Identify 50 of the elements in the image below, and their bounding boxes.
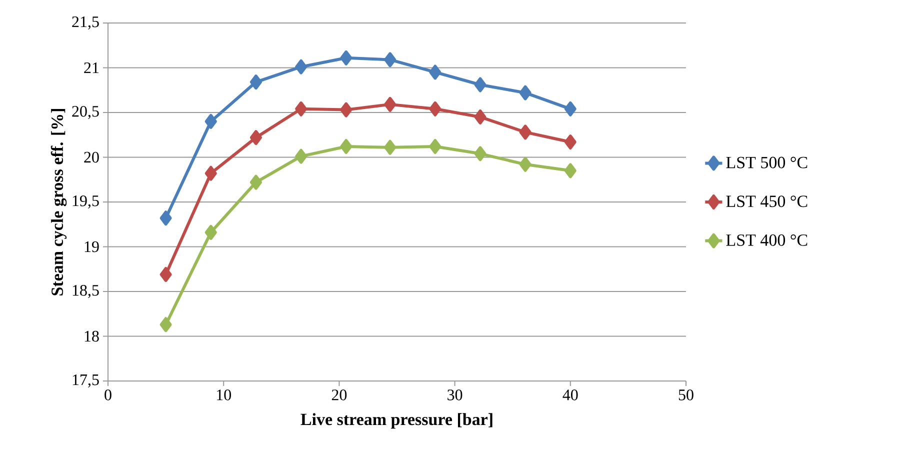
y-tick-label: 19 (84, 241, 99, 252)
y-tick-label: 19,5 (72, 195, 99, 209)
point (564, 163, 576, 178)
y-tick-label: 21 (84, 62, 99, 74)
y-tick-label: 20 (84, 152, 99, 163)
point (384, 96, 396, 112)
point (519, 124, 532, 140)
point (204, 166, 217, 181)
point (340, 139, 352, 154)
legend-label: LST 500 °C (726, 156, 808, 168)
y-axis-title: Steam cycle gross eff. [%] (50, 108, 67, 296)
point (429, 64, 442, 80)
y-tick-label: 17,5 (72, 374, 99, 388)
point (204, 114, 217, 129)
point (384, 140, 396, 155)
point (340, 102, 352, 118)
point (474, 146, 486, 162)
x-axis-title: Live stream pressure [bar] (300, 413, 492, 429)
y-tick-label: 18,5 (72, 284, 99, 298)
legend-label: LST 450 °C (726, 196, 808, 208)
point (474, 77, 486, 92)
point (250, 174, 262, 190)
point (295, 59, 308, 74)
x-tick-label: 40 (562, 390, 578, 400)
point (429, 139, 442, 154)
point (295, 148, 308, 164)
legend-label: LST 400 °C (726, 234, 808, 246)
y-tick-label: 20,5 (72, 106, 99, 120)
x-tick-label: 20 (332, 390, 347, 400)
x-tick-label: 30 (448, 390, 462, 400)
point (564, 101, 576, 116)
x-tick-label: 10 (217, 390, 231, 400)
point (160, 266, 172, 282)
y-tick-label: 21,5 (72, 16, 99, 30)
x-tick-label: 0 (104, 390, 112, 400)
point (160, 210, 172, 226)
point (295, 101, 308, 116)
point (250, 74, 262, 90)
point (519, 156, 532, 172)
point (250, 130, 262, 146)
point (160, 317, 172, 332)
y-tick-label: 18 (84, 330, 99, 342)
point (519, 85, 532, 100)
point (340, 50, 352, 66)
x-tick-label: 50 (678, 390, 694, 400)
point (384, 52, 396, 68)
point (204, 224, 217, 240)
point (429, 101, 442, 116)
point (474, 109, 486, 124)
point (564, 134, 576, 150)
